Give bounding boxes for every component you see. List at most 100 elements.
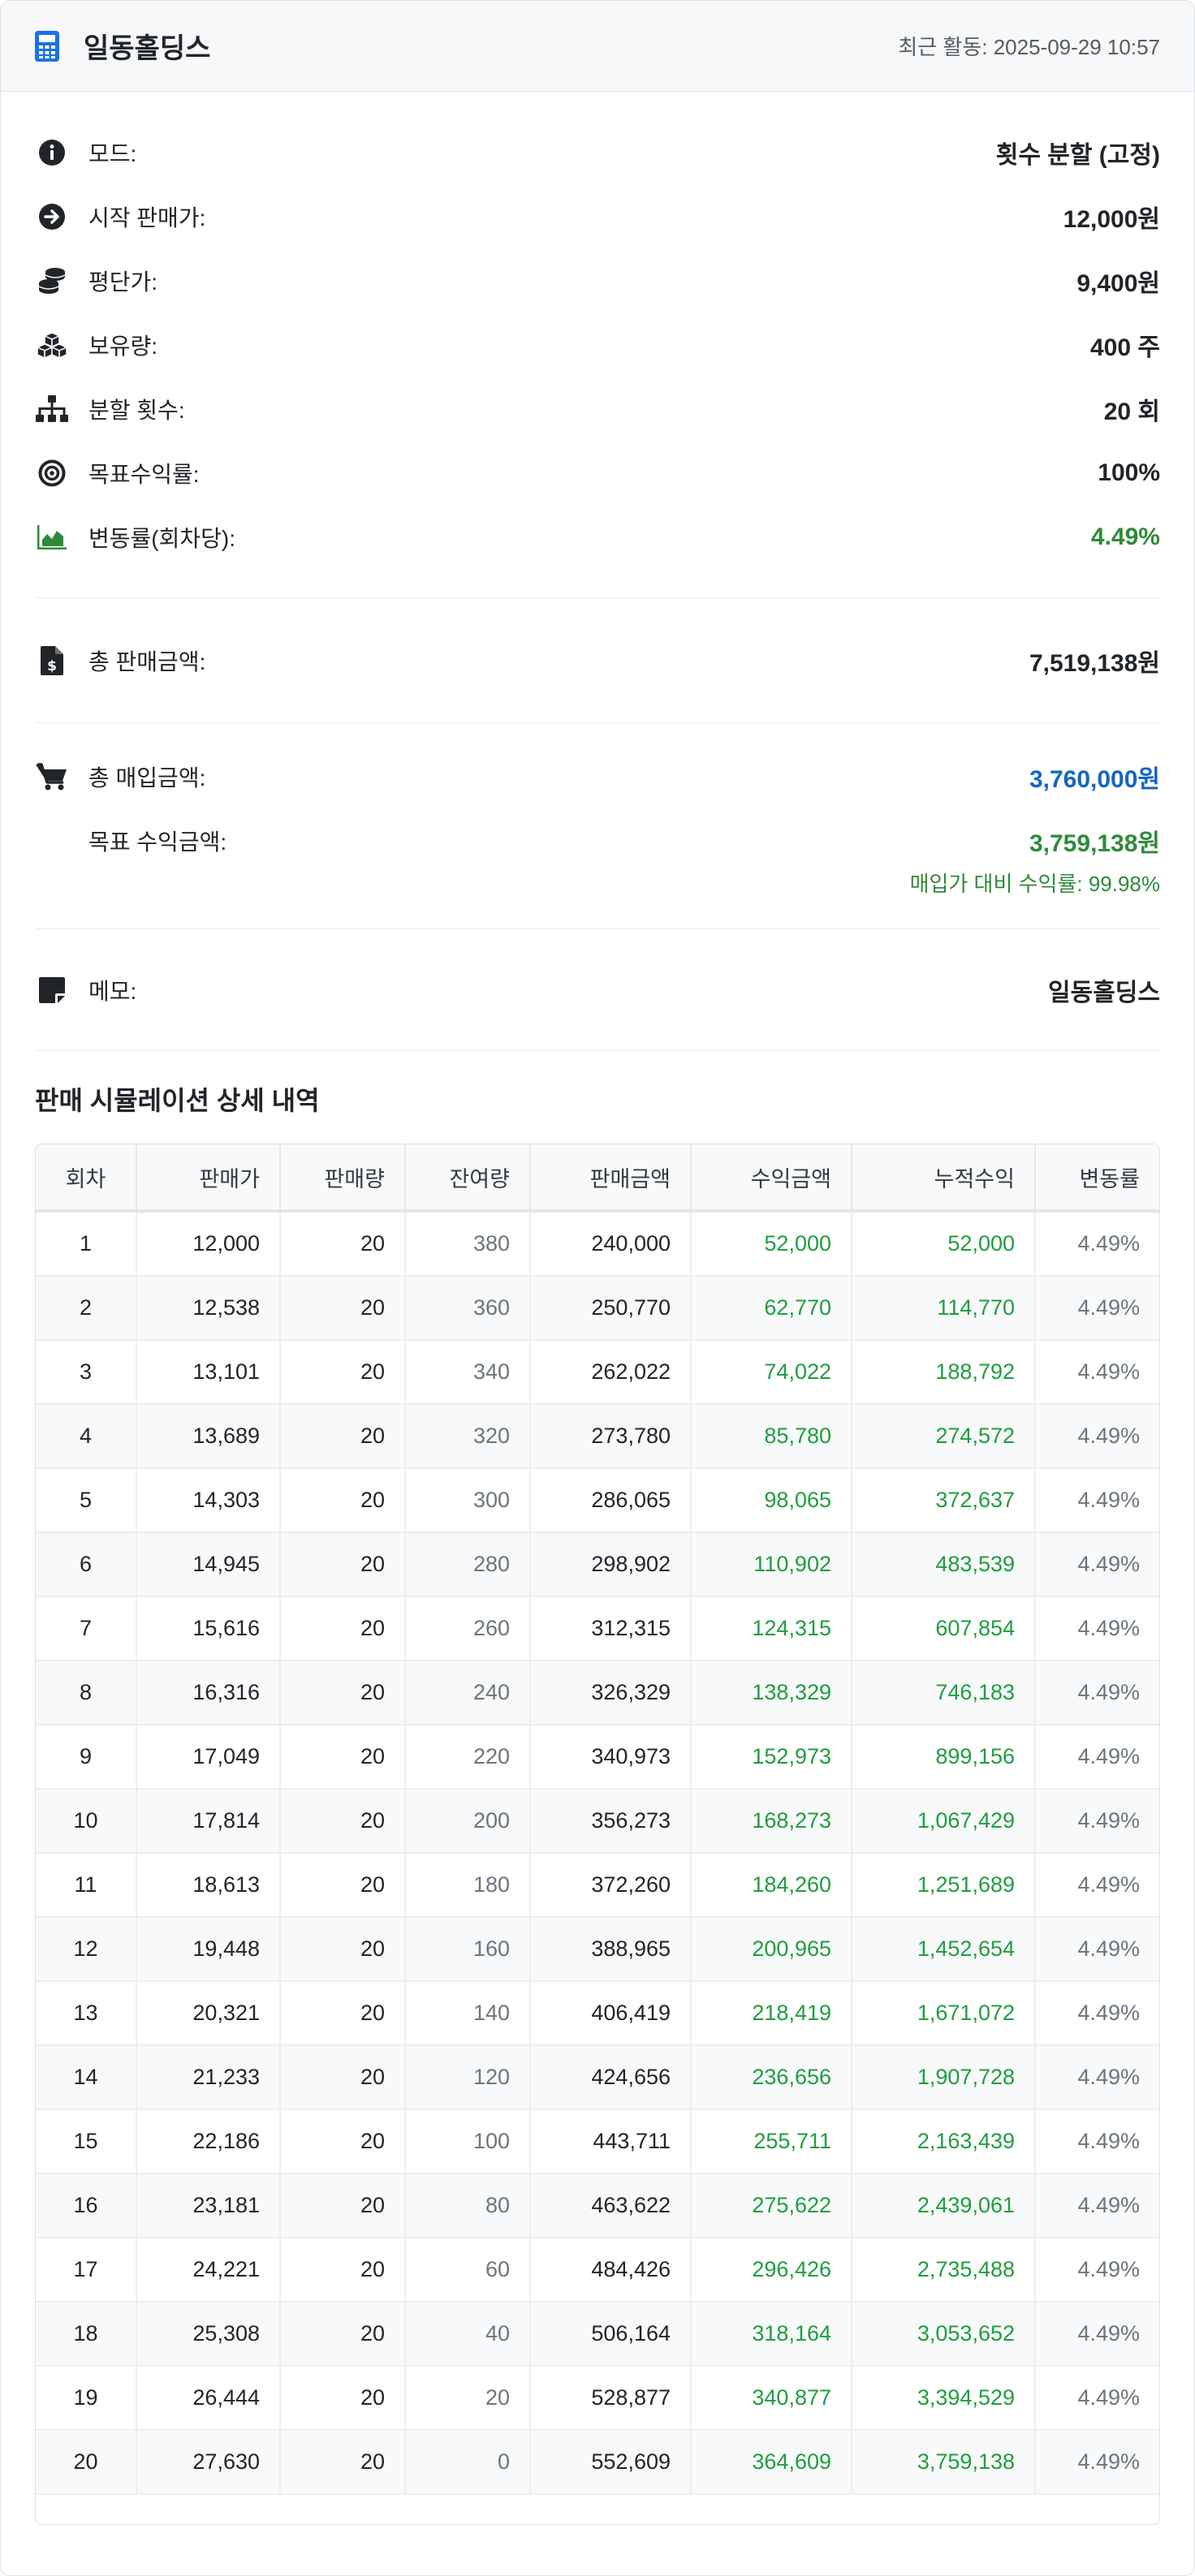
quantity-cell: 20 [280,2302,406,2367]
column-header: 판매가 [136,1144,281,1213]
simulation-table: 회차 판매가 판매량 잔여량 판매금액 수익금액 누적수익 변동률 1 12,00… [36,1144,1159,2495]
profit-cell: 124,315 [691,1596,852,1661]
change-rate-cell: 4.49% [1035,2430,1159,2495]
quantity-cell: 20 [280,1211,406,1277]
info-label: 보유량: [88,333,158,359]
info-label: 목표수익률: [88,461,200,487]
round-cell: 17 [36,2238,137,2302]
profit-cell: 200,965 [691,1917,852,1982]
info-label: 평단가: [88,269,158,295]
cumulative-profit-cell: 114,770 [852,1276,1036,1341]
change-rate-cell: 4.49% [1035,2045,1159,2110]
info-value: 100% [1098,459,1160,486]
sales-amount-cell: 250,770 [530,1276,692,1341]
change-rate-cell: 4.49% [1035,2173,1159,2238]
change-rate-cell: 4.49% [1035,2238,1159,2302]
round-cell: 4 [36,1404,137,1469]
change-rate-cell: 4.49% [1035,1981,1159,2046]
price-cell: 12,538 [136,1276,281,1341]
round-cell: 5 [36,1468,137,1533]
profit-cell: 364,609 [691,2430,852,2495]
sales-amount-cell: 552,609 [530,2430,692,2495]
price-cell: 20,321 [136,1981,281,2046]
simulation-table-container: 회차 판매가 판매량 잔여량 판매금액 수익금액 누적수익 변동률 1 12,00… [35,1144,1160,2525]
table-row: 13 20,321 20 140 406,419 218,419 1,671,072 4.49… [36,1981,1159,2046]
round-cell: 15 [36,2109,137,2174]
table-row: 12 19,448 20 160 388,965 200,965 1,452,654 4.49… [36,1917,1159,1982]
profit-cell: 318,164 [691,2302,852,2367]
change-rate-cell: 4.49% [1035,1404,1159,1469]
price-cell: 26,444 [136,2366,281,2431]
price-cell: 13,689 [136,1404,281,1469]
cumulative-profit-cell: 2,439,061 [852,2173,1036,2238]
table-row: 14 21,233 20 120 424,656 236,656 1,907,728 4.49… [36,2045,1159,2110]
column-header: 판매금액 [530,1144,692,1213]
table-row: 5 14,303 20 300 286,065 98,065 372,637 4.49% [36,1468,1159,1533]
profit-cell: 110,902 [691,1532,852,1597]
cumulative-profit-cell: 3,053,652 [852,2302,1036,2367]
cubes-icon [35,328,69,362]
round-cell: 3 [36,1340,137,1405]
price-cell: 12,000 [136,1211,281,1277]
remaining-cell: 240 [405,1661,531,1725]
change-rate-cell: 4.49% [1035,2302,1159,2367]
memo-row: 메모: 일동홀딩스 [35,958,1160,1022]
profit-cell: 62,770 [691,1276,852,1341]
price-cell: 15,616 [136,1596,281,1661]
round-cell: 19 [36,2366,137,2431]
sales-amount-cell: 240,000 [530,1211,692,1277]
quantity-cell: 20 [280,2045,406,2110]
quantity-cell: 20 [280,1917,406,1982]
sales-amount-cell: 273,780 [530,1404,692,1469]
price-cell: 19,448 [136,1917,281,1982]
price-cell: 24,221 [136,2238,281,2302]
sticky-note-icon [35,973,69,1007]
card-header: 일동홀딩스 최근 활동: 2025-09-29 10:57 [1,1,1194,92]
remaining-cell: 260 [405,1596,531,1661]
profit-cell: 152,973 [691,1725,852,1790]
info-row-split-count: 분할 횟수: 20 회 [35,377,1160,441]
profit-cell: 218,419 [691,1981,852,2046]
sales-amount-cell: 326,329 [530,1661,692,1725]
cumulative-profit-cell: 188,792 [852,1340,1036,1405]
price-cell: 27,630 [136,2430,281,2495]
round-cell: 9 [36,1725,137,1790]
remaining-cell: 280 [405,1532,531,1597]
divider [35,597,1160,598]
table-header-row: 회차 판매가 판매량 잔여량 판매금액 수익금액 누적수익 변동률 [36,1144,1159,1213]
round-cell: 2 [36,1276,137,1341]
info-value: 횟수 분할 (고정) [995,141,1160,169]
table-row: 15 22,186 20 100 443,711 255,711 2,163,439 4.49… [36,2109,1159,2174]
sales-amount-cell: 388,965 [530,1917,692,1982]
change-rate-cell: 4.49% [1035,1276,1159,1341]
quantity-cell: 20 [280,1340,406,1405]
remaining-cell: 380 [405,1211,531,1277]
sales-amount-cell: 424,656 [530,2045,692,2110]
divider [35,722,1160,723]
cumulative-profit-cell: 1,671,072 [852,1981,1036,2046]
sitemap-icon [35,392,69,426]
table-row: 4 13,689 20 320 273,780 85,780 274,572 4.49% [36,1404,1159,1469]
column-header: 잔여량 [405,1144,531,1213]
remaining-cell: 180 [405,1853,531,1918]
change-rate-cell: 4.49% [1035,1340,1159,1405]
price-cell: 18,613 [136,1853,281,1918]
price-cell: 17,049 [136,1725,281,1790]
quantity-cell: 20 [280,1532,406,1597]
table-row: 1 12,000 20 380 240,000 52,000 52,000 4.49% [36,1211,1159,1277]
info-value: 9,400원 [1076,269,1160,297]
table-row: 16 23,181 20 80 463,622 275,622 2,439,061 4.49% [36,2173,1159,2238]
profit-cell: 296,426 [691,2238,852,2302]
price-cell: 22,186 [136,2109,281,2174]
quantity-cell: 20 [280,2238,406,2302]
sales-amount-cell: 406,419 [530,1981,692,2046]
sales-amount-cell: 312,315 [530,1596,692,1661]
sales-amount-cell: 528,877 [530,2366,692,2431]
remaining-cell: 340 [405,1340,531,1405]
remaining-cell: 20 [405,2366,531,2431]
round-cell: 18 [36,2302,137,2367]
profit-cell: 168,273 [691,1789,852,1854]
quantity-cell: 20 [280,2109,406,2174]
memo-label: 메모: [88,978,137,1004]
